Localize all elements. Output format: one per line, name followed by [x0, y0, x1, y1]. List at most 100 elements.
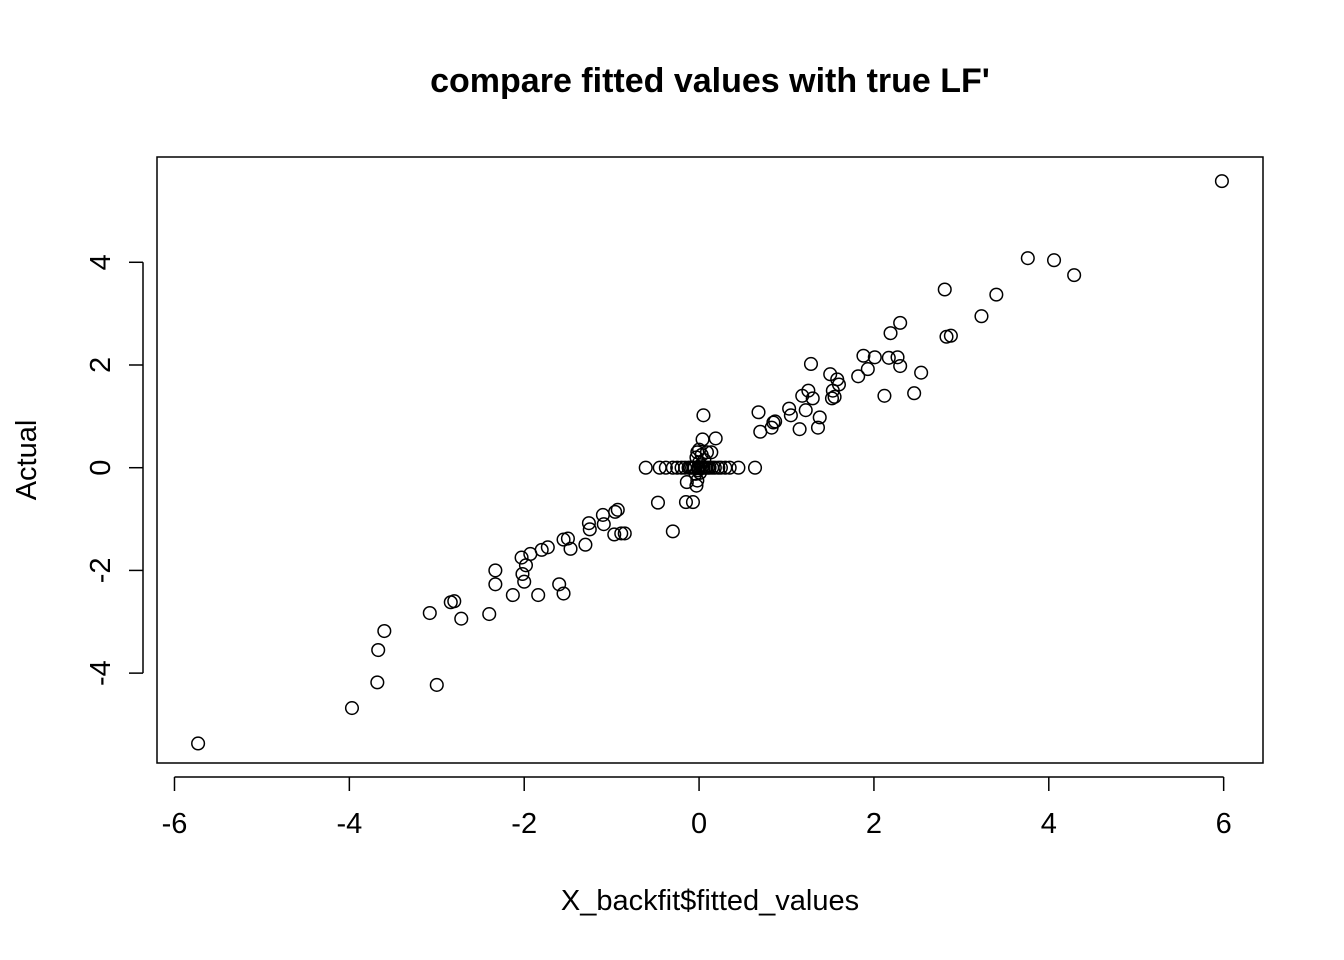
data-point — [907, 386, 922, 401]
data-point — [707, 460, 722, 475]
data-point — [488, 577, 503, 592]
data-points — [191, 174, 1229, 751]
data-point — [783, 408, 798, 423]
data-point — [447, 594, 462, 609]
x-tick-label: 6 — [1216, 808, 1232, 840]
chart-title: compare fitted values with true LF' — [430, 62, 990, 100]
y-tick-label: -4 — [85, 660, 117, 686]
data-point — [989, 287, 1004, 302]
data-point — [563, 541, 578, 556]
data-point — [704, 445, 719, 460]
data-point — [371, 642, 386, 658]
data-point — [191, 736, 206, 751]
data-point — [614, 526, 629, 541]
data-point — [517, 574, 532, 589]
x-tick-label: -6 — [162, 808, 188, 840]
data-point — [782, 401, 797, 416]
data-point — [540, 540, 555, 555]
data-point — [658, 460, 673, 475]
data-point — [1214, 174, 1229, 189]
y-tick-label: 2 — [85, 357, 117, 373]
data-point — [937, 282, 952, 297]
data-point — [856, 348, 871, 363]
data-point — [515, 566, 530, 582]
data-point — [810, 420, 826, 435]
data-point — [556, 586, 571, 601]
data-point — [1067, 268, 1082, 283]
data-point — [377, 623, 392, 639]
data-point — [650, 495, 666, 510]
data-point — [610, 502, 625, 517]
data-point — [560, 531, 575, 546]
data-point — [596, 517, 611, 532]
data-point — [505, 588, 520, 603]
x-tick-label: 2 — [866, 808, 882, 840]
data-point — [831, 377, 847, 392]
data-point — [823, 367, 838, 382]
data-point — [881, 350, 896, 365]
data-point — [747, 460, 763, 475]
data-point — [488, 563, 503, 578]
data-point — [803, 356, 819, 372]
y-tick-label: 4 — [85, 254, 117, 270]
data-point — [678, 495, 694, 510]
data-point — [482, 607, 497, 622]
data-point — [722, 460, 737, 475]
plot-frame — [156, 156, 1264, 764]
data-point — [893, 315, 908, 330]
data-point — [812, 410, 827, 425]
data-point — [798, 403, 813, 418]
data-point — [860, 362, 875, 377]
data-point — [1020, 251, 1035, 266]
data-point — [689, 478, 704, 493]
y-tick-label: -2 — [85, 558, 117, 584]
data-point — [514, 550, 529, 565]
data-point — [713, 460, 728, 475]
data-point — [943, 328, 958, 343]
data-point — [768, 414, 783, 429]
data-point — [883, 326, 898, 341]
data-point — [578, 537, 593, 552]
data-point — [974, 309, 989, 324]
data-point — [766, 415, 781, 430]
data-point — [581, 516, 596, 531]
data-point — [638, 460, 653, 475]
data-point — [665, 524, 680, 539]
x-axis-label: X_backfit$fitted_values — [561, 885, 859, 917]
y-tick-label: 0 — [85, 460, 117, 476]
data-point — [429, 677, 444, 692]
data-point — [827, 389, 842, 404]
data-point — [697, 452, 712, 468]
x-tick-label: 4 — [1041, 808, 1057, 840]
data-point — [1046, 253, 1062, 268]
y-axis-label: Actual — [11, 420, 43, 501]
data-point — [805, 391, 820, 406]
data-point — [801, 383, 816, 398]
data-point — [699, 445, 714, 460]
data-point — [851, 369, 866, 384]
data-point — [696, 408, 711, 423]
data-point — [534, 542, 549, 557]
x-tick-label: 0 — [691, 808, 707, 840]
data-point — [454, 611, 469, 626]
data-point — [531, 588, 546, 603]
data-point — [708, 431, 723, 446]
data-point — [608, 504, 623, 519]
data-point — [731, 460, 746, 475]
data-point — [679, 475, 694, 490]
data-point — [914, 365, 929, 380]
x-tick-label: -4 — [336, 808, 362, 840]
data-point — [344, 700, 360, 716]
data-point — [792, 422, 807, 437]
data-point — [422, 605, 437, 621]
data-point — [370, 675, 385, 690]
data-point — [582, 522, 597, 537]
data-point — [685, 495, 701, 510]
x-axis: -6 -4 -2 0 2 4 6 — [162, 776, 1232, 840]
x-tick-label: -2 — [511, 808, 537, 840]
data-point — [824, 391, 840, 406]
data-point — [877, 388, 892, 403]
data-point — [607, 527, 622, 542]
